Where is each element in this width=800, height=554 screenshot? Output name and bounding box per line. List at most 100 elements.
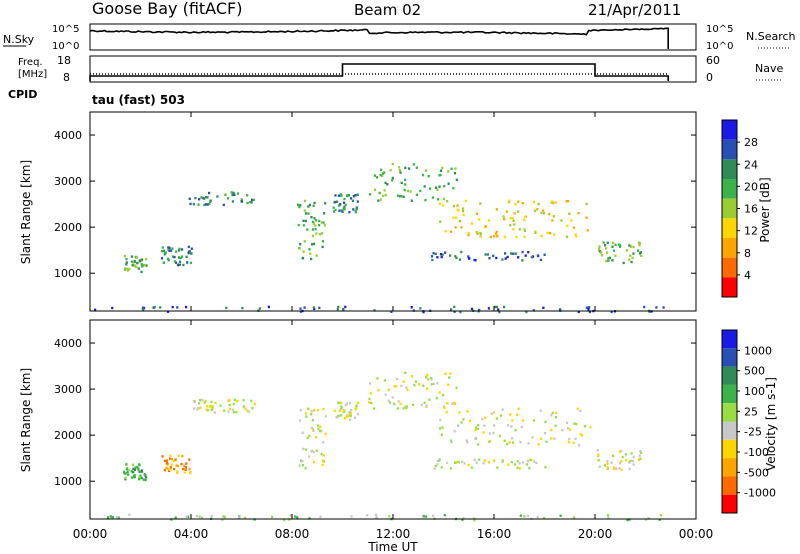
data-cell [296, 516, 299, 519]
data-cell [390, 310, 393, 313]
data-cell [194, 196, 197, 200]
data-cell [336, 200, 339, 203]
data-cell [205, 408, 208, 411]
data-cell [469, 419, 472, 422]
data-cell [321, 240, 325, 243]
data-cell [503, 235, 506, 239]
data-cell [423, 185, 426, 188]
data-cell [395, 385, 398, 388]
data-cell [188, 197, 191, 200]
data-cell [314, 224, 317, 227]
data-cell [452, 187, 455, 190]
data-cell [246, 409, 249, 412]
data-cell [565, 235, 569, 239]
data-cell [313, 201, 316, 205]
data-cell [600, 251, 603, 254]
data-cell [611, 245, 614, 248]
data-cell [165, 462, 168, 465]
data-cell [210, 514, 213, 518]
data-cell [528, 466, 531, 470]
data-cell [317, 409, 320, 412]
data-cell [628, 258, 631, 261]
data-cell [312, 222, 315, 225]
data-cell [163, 253, 166, 256]
data-cell [135, 256, 138, 259]
colorbar-cell [722, 458, 737, 477]
data-cell [453, 461, 457, 464]
data-cell [458, 219, 461, 223]
data-cell [615, 467, 618, 470]
data-cell [171, 305, 174, 309]
data-cell [508, 199, 511, 202]
data-cell [343, 197, 346, 201]
data-cell [521, 419, 525, 422]
data-cell [525, 310, 528, 314]
data-cell [126, 470, 129, 474]
data-cell [568, 212, 571, 215]
data-cell [445, 410, 448, 414]
data-cell [400, 195, 403, 198]
data-cell [529, 458, 532, 462]
data-cell [579, 409, 582, 413]
data-cell [514, 252, 517, 255]
colorbar-cell [722, 120, 737, 140]
colorbar-cell [722, 348, 737, 367]
data-cell [402, 380, 405, 383]
data-cell [310, 410, 313, 413]
data-cell [478, 218, 481, 221]
data-cell [422, 384, 425, 387]
power-colorbar: 28 24 20 16 12 8 4 [721, 119, 758, 298]
data-cell [457, 424, 460, 427]
data-cell [219, 404, 222, 407]
data-cell [473, 458, 476, 462]
data-cell [506, 442, 509, 446]
data-cell [211, 405, 214, 408]
data-cell [577, 444, 580, 447]
data-cell [347, 194, 351, 197]
data-cell [629, 254, 632, 257]
data-cell [204, 399, 207, 403]
data-cell [523, 515, 526, 518]
data-cell [206, 203, 209, 206]
data-cell [241, 306, 244, 310]
data-cell [227, 197, 230, 200]
colorbar-tick-label: 8 [744, 247, 751, 260]
data-cell [555, 411, 558, 415]
data-cell [301, 431, 304, 434]
data-cell [428, 398, 431, 401]
data-cell [456, 460, 459, 464]
data-cell [298, 204, 301, 207]
velocity-panel: 4000 3000 2000 1000 Slant Range [km] 1000 50… [19, 319, 778, 522]
data-cell [307, 407, 310, 410]
data-cell [470, 307, 474, 311]
data-cell [448, 376, 451, 379]
data-cell [300, 459, 303, 462]
data-cell [302, 250, 305, 253]
data-cell [183, 471, 186, 474]
data-cell [408, 167, 411, 170]
data-cell [283, 518, 286, 522]
data-cell [137, 467, 140, 470]
data-cell [458, 258, 462, 261]
data-cell [453, 310, 456, 313]
data-cell [442, 204, 445, 207]
data-cell [420, 403, 423, 406]
data-cell [474, 426, 477, 429]
data-cell [459, 310, 462, 314]
data-cell [356, 193, 359, 196]
data-cell [175, 464, 178, 467]
data-cell [511, 217, 514, 220]
data-cell [439, 173, 442, 177]
data-cell [625, 249, 629, 252]
data-cell [232, 411, 235, 414]
data-cell [546, 231, 549, 235]
data-cell [577, 310, 580, 314]
data-cell [608, 256, 612, 260]
data-cell [355, 406, 358, 410]
data-cell [244, 407, 247, 410]
data-cell [402, 195, 405, 198]
data-cell [524, 215, 527, 219]
data-cell [338, 409, 341, 412]
data-cell [505, 210, 508, 213]
data-cell [442, 197, 445, 201]
